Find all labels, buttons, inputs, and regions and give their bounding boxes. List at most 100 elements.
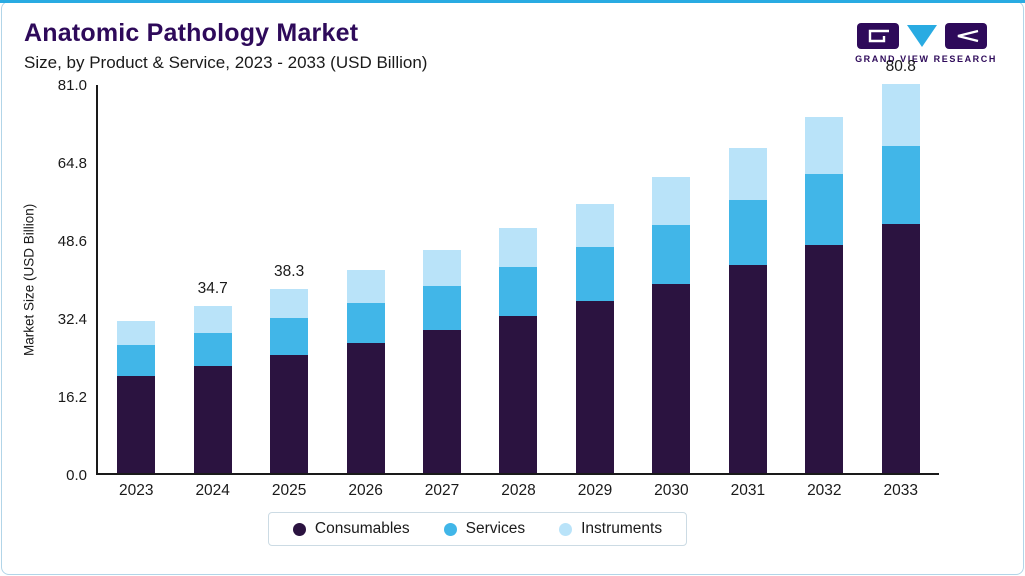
- brand-logo-marks: [857, 23, 987, 49]
- bar-slot: [557, 85, 633, 473]
- y-tick-label: 48.6: [57, 233, 87, 250]
- bar-slot: [327, 85, 403, 473]
- x-tick-label: 2025: [271, 482, 307, 499]
- page-subtitle: Size, by Product & Service, 2023 - 2033 …: [24, 53, 428, 72]
- brand-triangle-icon: [907, 25, 937, 47]
- x-tick-label: 2033: [883, 482, 918, 499]
- segment-services-2030: [652, 224, 691, 284]
- bar-slot: [404, 85, 480, 473]
- segment-instruments-2028: [499, 227, 538, 267]
- segment-instruments-2032: [805, 117, 844, 175]
- bar-2025: 38.3: [270, 263, 309, 473]
- segment-consumables-2033: [881, 224, 920, 473]
- x-tick-label: 2024: [195, 482, 230, 499]
- segment-services-2024: [193, 332, 232, 367]
- segment-consumables-2024: [193, 366, 232, 473]
- bar-2024: 34.7: [193, 280, 232, 473]
- segment-consumables-2030: [652, 283, 691, 473]
- title-block: Anatomic Pathology Market Size, by Produ…: [24, 19, 427, 73]
- y-tick-label: 81.0: [57, 77, 87, 94]
- segment-consumables-2026: [346, 343, 385, 473]
- bar-2023: [117, 320, 156, 473]
- x-tick-label: 2023: [118, 482, 154, 499]
- segment-instruments-2030: [652, 177, 691, 225]
- bar-value-label: 80.8: [885, 57, 916, 75]
- bar-slot: [710, 85, 786, 473]
- y-tick-label: 16.2: [57, 389, 87, 406]
- bar-value-label: 38.3: [274, 262, 305, 280]
- legend-item-consumables: Consumables: [292, 520, 410, 538]
- y-axis-title: Market Size (USD Billion): [21, 203, 37, 357]
- brand-name: GRAND VIEW RESEARCH: [855, 54, 997, 64]
- segment-instruments-2023: [117, 320, 156, 346]
- header: Anatomic Pathology Market Size, by Produ…: [2, 2, 1023, 77]
- segment-services-2032: [805, 174, 844, 246]
- legend-label: Consumables: [314, 520, 410, 537]
- plot-area: 34.7 38.3 80.8: [96, 58, 939, 475]
- segment-consumables-2031: [728, 265, 767, 473]
- x-tick-label: 2027: [424, 482, 460, 499]
- x-tick-label: 2028: [501, 482, 536, 499]
- segment-instruments-2031: [728, 148, 767, 201]
- segment-consumables-2032: [805, 245, 844, 473]
- bar-2031: [728, 148, 767, 473]
- bar-2030: [652, 177, 691, 473]
- legend-marker-consumables: [292, 522, 306, 536]
- x-tick-label: 2026: [348, 482, 383, 499]
- top-accent-line: [0, 0, 1025, 3]
- legend-marker-services: [443, 522, 457, 536]
- segment-consumables-2023: [117, 375, 156, 473]
- x-axis-labels: 2023 2024 2025 2026 2027 2028 2029 2030 2031 2032…: [98, 482, 939, 500]
- y-tick-label: 0.0: [66, 467, 87, 484]
- bar-2032: [805, 117, 844, 473]
- legend-label: Instruments: [581, 520, 663, 537]
- y-tick-label: 64.8: [57, 155, 87, 172]
- segment-instruments-2026: [346, 270, 385, 304]
- bar-2027: [423, 250, 462, 473]
- bar-slot: 34.7: [174, 85, 250, 473]
- segment-services-2029: [575, 246, 614, 301]
- bar-2033: 80.8: [881, 58, 920, 473]
- segment-services-2027: [423, 285, 462, 331]
- brand-logo: GRAND VIEW RESEARCH: [855, 19, 997, 64]
- brand-logo-mark-right-icon: [945, 23, 987, 49]
- x-tick-label: 2029: [577, 482, 613, 499]
- segment-services-2025: [270, 317, 309, 356]
- y-axis-ticks: 0.0 16.2 32.4 48.6 64.8 81.0: [42, 77, 96, 484]
- bar-2029: [575, 203, 614, 473]
- bar-slot: 38.3: [251, 85, 327, 473]
- brand-logo-mark-left-icon: [857, 23, 899, 49]
- segment-services-2023: [117, 345, 156, 376]
- segment-services-2033: [881, 146, 920, 225]
- bar-2028: [499, 227, 538, 473]
- segment-instruments-2025: [270, 288, 309, 318]
- x-tick-label: 2031: [730, 482, 766, 499]
- segment-consumables-2029: [575, 300, 614, 473]
- x-tick-label: 2030: [654, 482, 689, 499]
- segment-consumables-2028: [499, 316, 538, 473]
- segment-consumables-2027: [423, 330, 462, 473]
- bar-2026: [346, 270, 385, 473]
- segment-instruments-2033: [881, 83, 920, 147]
- legend-item-instruments: Instruments: [559, 520, 662, 538]
- segment-services-2031: [728, 200, 767, 266]
- bar-value-label: 34.7: [197, 279, 228, 297]
- legend-marker-instruments: [559, 522, 573, 536]
- segment-services-2028: [499, 266, 538, 317]
- legend-item-services: Services: [443, 520, 526, 538]
- bar-slot: [786, 85, 862, 473]
- page-title: Anatomic Pathology Market: [24, 19, 359, 47]
- segment-instruments-2027: [423, 250, 462, 286]
- bar-slot: [98, 85, 174, 473]
- y-tick-label: 32.4: [57, 311, 87, 328]
- segment-consumables-2025: [270, 355, 309, 473]
- segment-instruments-2029: [575, 203, 614, 247]
- bar-slot: [633, 85, 709, 473]
- bar-slot: 80.8: [863, 58, 939, 473]
- chart: Market Size (USD Billion) 0.0 16.2 32.4 48.…: [2, 58, 1023, 546]
- x-tick-label: 2032: [807, 482, 842, 499]
- legend-label: Services: [465, 520, 526, 537]
- bar-slot: [480, 85, 556, 473]
- segment-services-2026: [346, 303, 385, 344]
